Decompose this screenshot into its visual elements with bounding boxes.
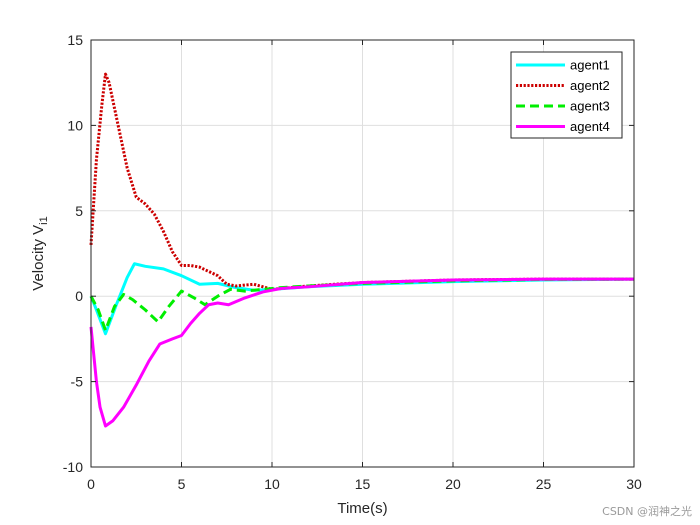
- y-tick-label: 15: [67, 32, 83, 48]
- y-axis-label: Velocity Vi1: [30, 216, 50, 290]
- ticks: [90, 39, 635, 468]
- y-tick-label: -10: [63, 459, 83, 475]
- x-tick-label: 10: [264, 476, 280, 492]
- y-tick-label: 0: [75, 288, 83, 304]
- x-tick-label: 30: [626, 476, 642, 492]
- y-tick-label: -5: [71, 374, 84, 390]
- y-tick-label: 10: [67, 117, 83, 133]
- series-line-agent4: [89, 277, 634, 428]
- watermark: CSDN @润神之光: [602, 505, 692, 518]
- y-axis-label-main: Velocity V: [30, 225, 47, 291]
- x-tick-label: 5: [178, 476, 186, 492]
- legend-label-agent4: agent4: [570, 119, 610, 134]
- series-layer: [89, 72, 635, 428]
- legend-label-agent3: agent3: [570, 99, 610, 114]
- legend-label-agent1: agent1: [570, 58, 610, 73]
- legend: agent1 agent2 agent3 agent4: [510, 51, 623, 139]
- y-axis-label-subscript: i1: [38, 216, 50, 225]
- x-tick-label: 20: [445, 476, 461, 492]
- tick-labels: 0 5 10 15 20 25 30 -10 -5 0 5 10 15: [63, 32, 642, 492]
- x-tick-label: 25: [536, 476, 552, 492]
- x-tick-label: 15: [355, 476, 371, 492]
- series-line-agent2: [89, 72, 634, 291]
- y-tick-label: 5: [75, 203, 83, 219]
- x-tick-label: 0: [87, 476, 95, 492]
- series-line-agent1: [89, 262, 635, 336]
- x-axis-label: Time(s): [337, 500, 387, 517]
- legend-label-agent2: agent2: [570, 78, 610, 93]
